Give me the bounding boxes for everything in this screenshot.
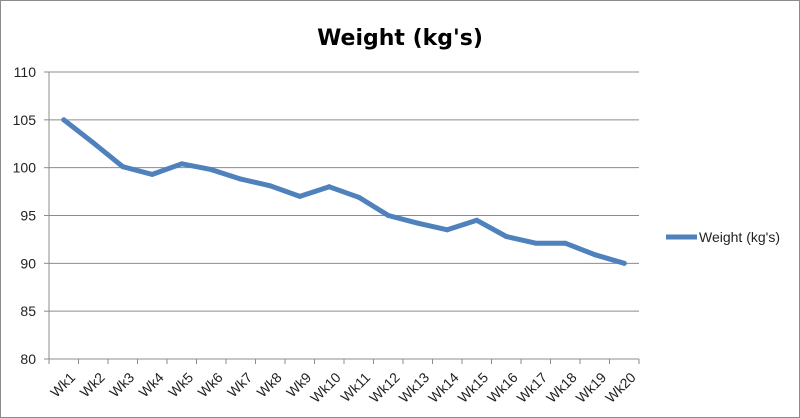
data-point: [326, 184, 332, 190]
x-tick-label: Wk8: [254, 369, 285, 400]
x-tick-label: Wk12: [366, 369, 403, 406]
data-point: [238, 176, 244, 182]
legend-label: Weight (kg's): [699, 229, 780, 245]
x-tick-label: Wk6: [195, 369, 226, 400]
x-tick-label: Wk4: [136, 369, 167, 400]
gridlines: [49, 71, 639, 312]
x-tick-label: Wk1: [47, 369, 78, 400]
data-point: [149, 171, 155, 177]
data-point: [444, 227, 450, 233]
data-point: [621, 260, 627, 266]
y-tick-label: 110: [14, 64, 37, 80]
data-point: [179, 161, 185, 167]
x-axis-ticks: Wk1Wk2Wk3Wk4Wk5Wk6Wk7Wk8Wk9Wk10Wk11Wk12W…: [47, 369, 639, 406]
x-tick-label: Wk11: [337, 369, 373, 405]
data-point: [385, 213, 391, 218]
y-tick-label: 95: [20, 208, 36, 224]
x-axis: [44, 71, 640, 364]
data-point: [267, 183, 273, 189]
x-tick-label: Wk14: [425, 369, 462, 406]
x-tick-label: Wk17: [514, 369, 551, 406]
data-point: [90, 140, 96, 146]
y-axis-ticks: 80 85 90 95 100 105 110: [13, 64, 37, 367]
y-tick-label: 105: [13, 112, 37, 128]
data-point: [474, 217, 480, 223]
data-point: [297, 193, 303, 199]
x-tick-label: Wk5: [165, 369, 196, 400]
data-point: [562, 240, 568, 246]
data-point: [503, 234, 509, 240]
data-point: [356, 194, 362, 200]
x-tick-label: Wk2: [77, 369, 108, 400]
x-tick-label: Wk16: [484, 369, 521, 406]
y-tick-label: 100: [13, 160, 37, 176]
series-line: [61, 117, 627, 266]
data-point: [208, 167, 214, 173]
data-point: [61, 117, 67, 123]
x-tick-label: Wk7: [224, 369, 255, 400]
data-point: [120, 164, 126, 170]
x-tick-label: Wk10: [307, 369, 344, 406]
x-tick-label: Wk13: [396, 369, 433, 406]
x-tick-label: Wk18: [543, 369, 580, 406]
series-group: [61, 117, 627, 266]
chart-title: Weight (kg's): [317, 26, 483, 51]
y-tick-label: 90: [20, 255, 36, 271]
x-tick-label: Wk19: [573, 369, 610, 406]
data-point: [415, 220, 421, 226]
x-tick-label: Wk15: [455, 369, 492, 406]
x-tick-label: Wk20: [602, 369, 639, 406]
data-point: [592, 252, 598, 258]
y-tick-label: 85: [20, 303, 36, 319]
legend: Weight (kg's): [666, 229, 780, 245]
y-tick-label: 80: [20, 351, 36, 367]
x-tick-label: Wk3: [106, 369, 137, 400]
data-point: [533, 240, 539, 246]
